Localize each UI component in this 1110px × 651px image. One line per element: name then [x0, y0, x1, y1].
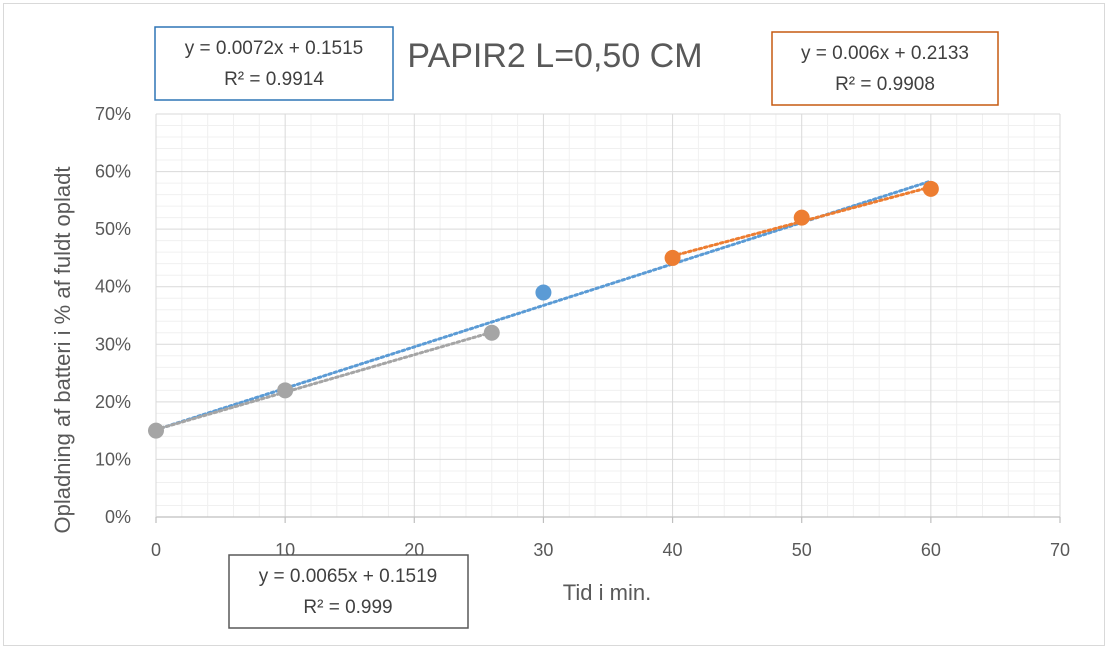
- y-tick-label: 40%: [95, 277, 131, 297]
- data-point-series-2: [277, 382, 294, 399]
- equation-box-blue: y = 0.0072x + 0.1515 R² = 0.9914: [154, 26, 394, 101]
- r-squared-blue: R² = 0.9914: [224, 69, 324, 90]
- x-axis-title: Tid i min.: [563, 580, 651, 605]
- minor-gridlines: [156, 114, 1060, 517]
- y-tick-label: 0%: [105, 507, 131, 527]
- data-point-series-2: [148, 422, 164, 439]
- equation-blue: y = 0.0072x + 0.1515: [185, 38, 364, 59]
- y-tick-label: 70%: [95, 104, 131, 124]
- x-tick-label: 60: [921, 540, 941, 560]
- data-point-series-0: [535, 284, 552, 301]
- axes: [155, 114, 1061, 523]
- data-point-series-1: [922, 180, 939, 197]
- y-tick-label: 60%: [95, 162, 131, 182]
- chart-title: PAPIR2 L=0,50 CM: [407, 37, 702, 75]
- y-tick-label: 30%: [95, 334, 131, 354]
- x-tick-label: 70: [1050, 540, 1070, 560]
- x-tick-label: 50: [792, 540, 812, 560]
- data-point-series-2: [483, 324, 500, 341]
- data-point-series-1: [793, 209, 810, 226]
- equation-box-gray: y = 0.0065x + 0.1519 R² = 0.999: [228, 554, 469, 629]
- y-tick-label: 10%: [95, 449, 131, 469]
- y-axis-title: Opladning af batteri i % af fuldt opladt: [50, 167, 75, 534]
- trendline-series-2: [154, 330, 494, 432]
- y-tick-label: 50%: [95, 219, 131, 239]
- x-tick-label: 30: [533, 540, 553, 560]
- data-point-series-1: [664, 249, 681, 266]
- y-tick-labels: 0% 10% 20% 30% 40% 50% 60% 70%: [95, 104, 131, 527]
- major-gridlines: [156, 113, 1061, 517]
- y-tick-label: 20%: [95, 392, 131, 412]
- equation-box-orange: y = 0.006x + 0.2133 R² = 0.9908: [771, 31, 999, 106]
- equation-gray: y = 0.0065x + 0.1519: [259, 566, 438, 587]
- x-tick-label: 0: [151, 540, 161, 560]
- chart-frame: [3, 3, 1105, 646]
- equation-orange: y = 0.006x + 0.2133: [801, 43, 969, 64]
- r-squared-gray: R² = 0.999: [303, 597, 392, 618]
- data-points: [148, 180, 939, 439]
- r-squared-orange: R² = 0.9908: [835, 74, 935, 95]
- x-tick-label: 40: [663, 540, 683, 560]
